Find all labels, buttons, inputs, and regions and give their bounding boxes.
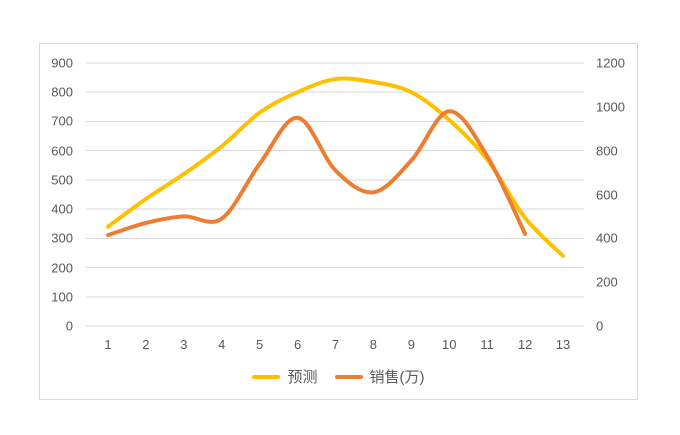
- x-axis-tick-label: 5: [256, 337, 264, 352]
- right-axis-tick-label: 800: [596, 143, 618, 159]
- legend-item-forecast: 预测: [252, 368, 318, 386]
- left-axis-tick-label: 300: [51, 230, 73, 246]
- x-axis-tick-label: 12: [517, 337, 533, 352]
- left-axis-tick-label: 100: [51, 289, 73, 305]
- left-axis-tick-label: 700: [51, 113, 73, 129]
- left-axis-tick-label: 800: [51, 84, 73, 100]
- right-axis-tick-label: 400: [596, 230, 618, 246]
- chart-frame[interactable]: 900 800 700 600 500 400 300 200 100 0 1200 1000 800…: [39, 43, 638, 400]
- x-axis-tick-label: 8: [369, 337, 378, 352]
- x-axis-tick-label: 7: [331, 337, 340, 352]
- legend: 预测 销售(万): [40, 368, 637, 386]
- right-axis-tick-label: 1000: [596, 99, 625, 115]
- right-axis-tick-label: 600: [596, 187, 618, 202]
- legend-label-sales: 销售(万): [369, 368, 425, 386]
- x-axis-tick-label: 11: [480, 337, 494, 352]
- left-axis-tick-label: 900: [51, 55, 73, 71]
- legend-label-forecast: 预测: [287, 368, 318, 386]
- x-axis-tick-label: 9: [407, 337, 415, 352]
- left-axis-tick-label: 0: [65, 318, 73, 334]
- x-axis-tick-label: 1: [104, 337, 112, 352]
- x-axis-tick-label: 2: [142, 337, 150, 352]
- left-axis-tick-label: 500: [51, 172, 73, 188]
- right-axis-tick-label: 1200: [596, 55, 625, 71]
- x-axis-tick-label: 6: [293, 337, 302, 352]
- left-axis-tick-label: 600: [51, 143, 73, 159]
- sales-line-swatch-icon: [334, 375, 363, 379]
- forecast-line-swatch-icon: [252, 375, 281, 379]
- x-axis-tick-label: 13: [555, 337, 571, 352]
- x-axis-tick-label: 10: [442, 337, 457, 352]
- sales-line: [106, 109, 528, 238]
- left-axis-tick-label: 400: [51, 201, 73, 217]
- plot-area: [86, 62, 584, 327]
- legend-item-sales: 销售(万): [334, 368, 425, 386]
- x-axis-tick-label: 4: [218, 337, 226, 352]
- right-axis-tick-label: 0: [596, 318, 604, 334]
- right-axis-tick-label: 200: [596, 274, 618, 290]
- x-axis-tick-label: 3: [180, 337, 188, 352]
- left-axis-tick-label: 200: [51, 260, 73, 276]
